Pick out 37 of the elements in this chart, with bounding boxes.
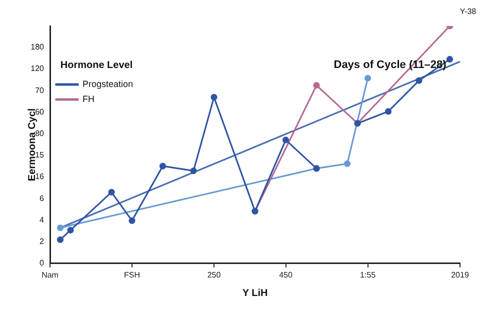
point xyxy=(282,136,290,144)
point xyxy=(67,226,74,234)
point xyxy=(190,168,197,174)
point xyxy=(210,94,218,101)
point xyxy=(364,74,372,82)
x-tick-label: FSH xyxy=(124,270,140,280)
text: 120 xyxy=(30,64,45,74)
x-tick-label: 1:55 xyxy=(360,270,376,280)
point xyxy=(446,56,454,63)
legend-title: Hormone Level xyxy=(60,60,133,71)
text: 6 xyxy=(40,194,45,203)
x-tick-label: Nam xyxy=(42,270,59,280)
legend-label: FH xyxy=(82,94,94,104)
point xyxy=(313,82,320,89)
point xyxy=(56,236,64,243)
point xyxy=(159,162,166,170)
x-tick-label: 450 xyxy=(279,270,293,280)
point xyxy=(416,77,422,84)
text: 15 xyxy=(35,150,45,160)
x-tick-label: 250 xyxy=(207,270,222,280)
text: 4 xyxy=(40,215,45,224)
text: 16 xyxy=(35,172,45,182)
text: 180 xyxy=(30,42,45,52)
x-tick-label: 2019 xyxy=(451,270,470,280)
point xyxy=(108,188,115,196)
point xyxy=(344,160,351,167)
x-axis-title: Y LiH xyxy=(242,288,268,299)
point xyxy=(128,217,136,224)
point xyxy=(384,108,392,115)
text: 60 xyxy=(35,107,45,116)
text: 2 xyxy=(40,237,45,246)
legend-label: Progsteation xyxy=(82,78,134,89)
text: Y-38 xyxy=(460,7,477,16)
text: 70 xyxy=(35,86,45,95)
text: 80 xyxy=(35,128,45,138)
point xyxy=(56,224,64,232)
text: 0 xyxy=(40,258,45,268)
